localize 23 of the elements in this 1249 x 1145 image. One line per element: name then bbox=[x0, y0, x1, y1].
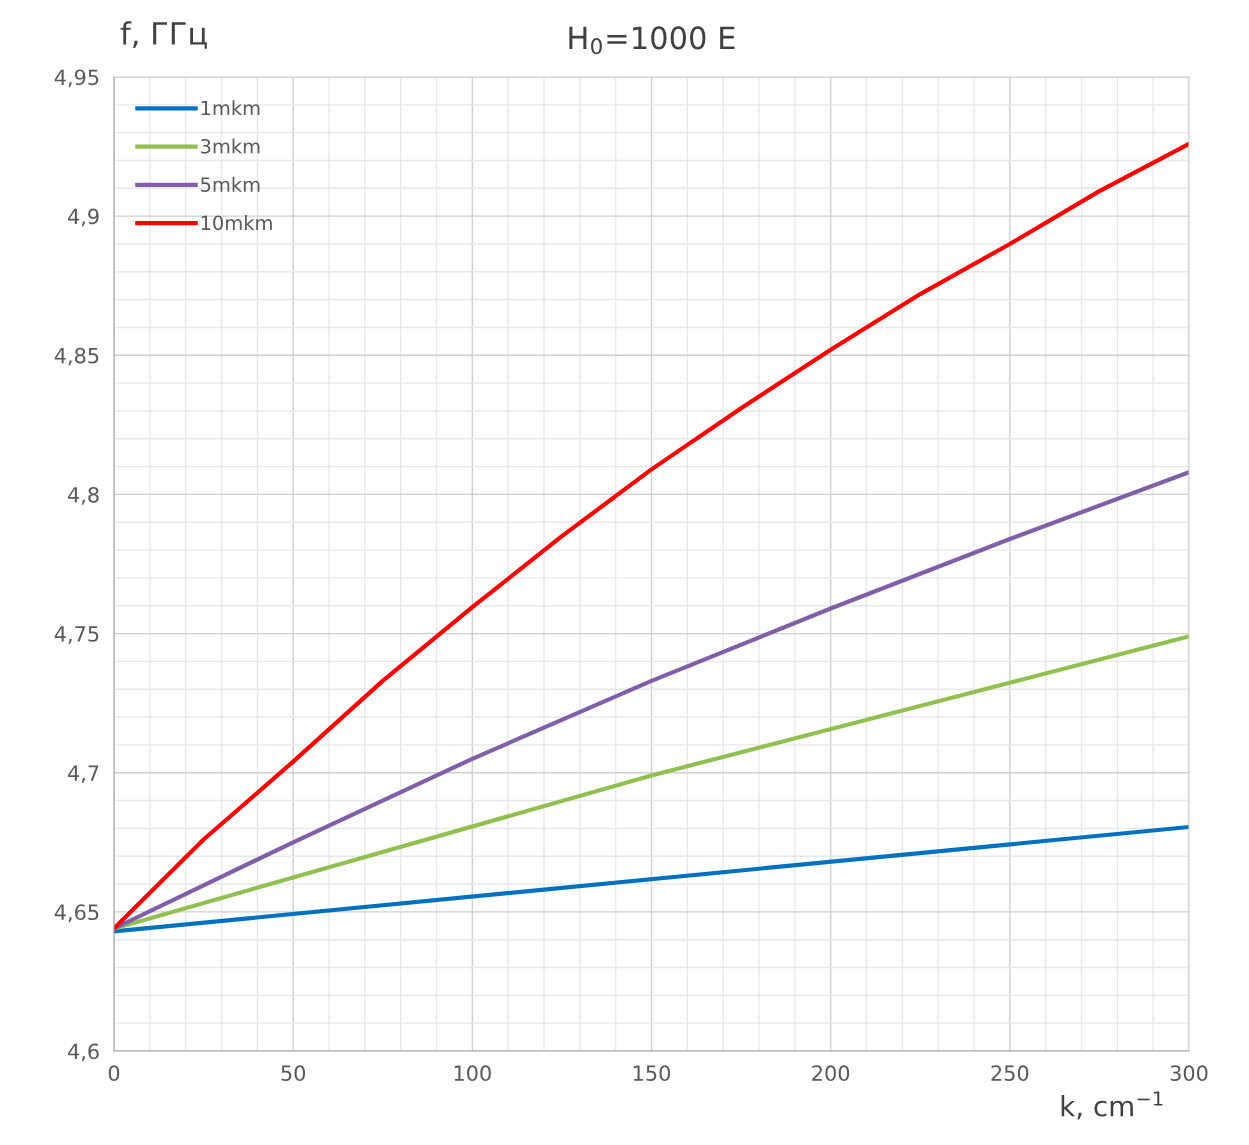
y-tick-label: 4,95 bbox=[54, 69, 99, 88]
x-tick-label: 300 bbox=[1170, 1065, 1208, 1082]
y-tick-label: 4,75 bbox=[54, 626, 99, 644]
chart-title: H$_{0}$=1000 E bbox=[569, 26, 735, 55]
x-tick-label: 250 bbox=[991, 1065, 1029, 1082]
x-tick-label: 50 bbox=[281, 1065, 306, 1082]
y-tick-label: 4,6 bbox=[68, 1043, 99, 1062]
x-tick-label: 0 bbox=[108, 1065, 120, 1082]
x-tick-label: 150 bbox=[633, 1065, 670, 1082]
x-tick-label: 200 bbox=[812, 1065, 850, 1082]
legend-label: 3mkm bbox=[201, 138, 260, 154]
y-tick-label: 4,85 bbox=[54, 347, 99, 366]
x-axis-title: k, cm$^{−1}$ bbox=[1061, 1091, 1163, 1120]
y-tick-label: 4,9 bbox=[68, 208, 99, 227]
line-series bbox=[114, 470, 1189, 931]
legend-label: 1mkm bbox=[201, 100, 260, 116]
y-tick-label: 4,65 bbox=[54, 904, 99, 923]
x-tick-label: 100 bbox=[454, 1065, 491, 1082]
y-tick-label: 4,8 bbox=[68, 486, 99, 505]
y-tick-label: 4,7 bbox=[68, 765, 99, 784]
y-axis-title: f, ГГц bbox=[120, 21, 207, 49]
legend-label: 10mkm bbox=[201, 215, 272, 231]
legend-label: 5mkm bbox=[201, 176, 260, 192]
